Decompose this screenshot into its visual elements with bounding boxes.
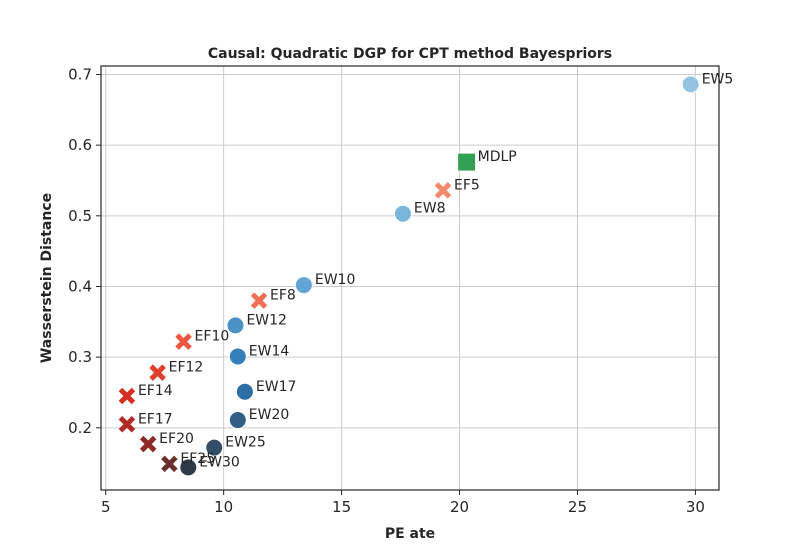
data-points	[118, 75, 700, 477]
point-ef8	[250, 292, 268, 309]
y-tick-label: 0.7	[68, 65, 92, 83]
y-axis-ticks: 0.2 0.3 0.4 0.5 0.6 0.7	[68, 65, 101, 437]
point-ew25	[205, 438, 224, 457]
y-axis-title: Wasserstein Distance	[39, 193, 55, 363]
label-ef17: EF17	[138, 411, 173, 427]
point-ew8	[393, 204, 412, 223]
label-ew30: EW30	[199, 454, 240, 470]
point-ew12	[226, 316, 245, 335]
x-tick-label: 20	[450, 498, 469, 516]
y-tick-label: 0.6	[68, 136, 92, 154]
x-axis-title: PE ate	[385, 526, 435, 542]
point-ew30	[179, 458, 198, 477]
label-ew17: EW17	[256, 379, 297, 395]
y-tick-label: 0.5	[68, 207, 92, 225]
chart-title: Causal: Quadratic DGP for CPT method Bay…	[208, 46, 612, 62]
x-tick-label: 5	[101, 498, 111, 516]
label-ef25: EF25	[180, 451, 215, 467]
point-ef5	[434, 182, 452, 199]
label-ew10: EW10	[315, 272, 356, 288]
point-ew20	[228, 411, 247, 430]
point-ew10	[294, 276, 313, 295]
label-ew20: EW20	[249, 407, 290, 423]
x-tick-label: 10	[214, 498, 233, 516]
point-ef12	[149, 364, 166, 381]
label-ew5: EW5	[702, 71, 734, 87]
grid	[101, 66, 719, 490]
label-ew12: EW12	[246, 312, 287, 328]
y-tick-label: 0.4	[68, 277, 92, 295]
y-tick-label: 0.2	[68, 419, 92, 437]
plot-frame	[100, 65, 720, 491]
point-ew5	[681, 75, 700, 94]
point-ef17	[118, 416, 136, 433]
point-mdlp	[457, 152, 477, 172]
x-tick-label: 25	[568, 498, 587, 516]
point-ew14	[228, 347, 247, 366]
label-mdlp: MDLP	[478, 149, 517, 165]
point-ef14	[118, 387, 136, 405]
y-tick-label: 0.3	[68, 348, 92, 366]
point-ew17	[235, 382, 254, 401]
label-ew14: EW14	[249, 343, 290, 359]
x-tick-label: 15	[332, 498, 351, 516]
label-ef20: EF20	[159, 431, 194, 447]
label-ef8: EF8	[270, 288, 296, 304]
label-ef14: EF14	[138, 383, 173, 399]
x-axis-ticks: 5 10 15 20 25 30	[101, 490, 705, 516]
label-ef5: EF5	[454, 177, 480, 193]
label-ef12: EF12	[169, 360, 204, 376]
x-tick-label: 30	[686, 498, 705, 516]
point-ef10	[175, 333, 192, 350]
label-ef10: EF10	[195, 329, 230, 345]
point-labels: EW5 MDLP EF5 EW8 EW10 EF8 EW12 EF10 EW14 EF12 EW17…	[138, 71, 733, 470]
label-ew25: EW25	[225, 435, 266, 451]
point-ef25	[161, 455, 178, 473]
point-ef20	[139, 435, 157, 453]
label-ew8: EW8	[414, 201, 446, 217]
